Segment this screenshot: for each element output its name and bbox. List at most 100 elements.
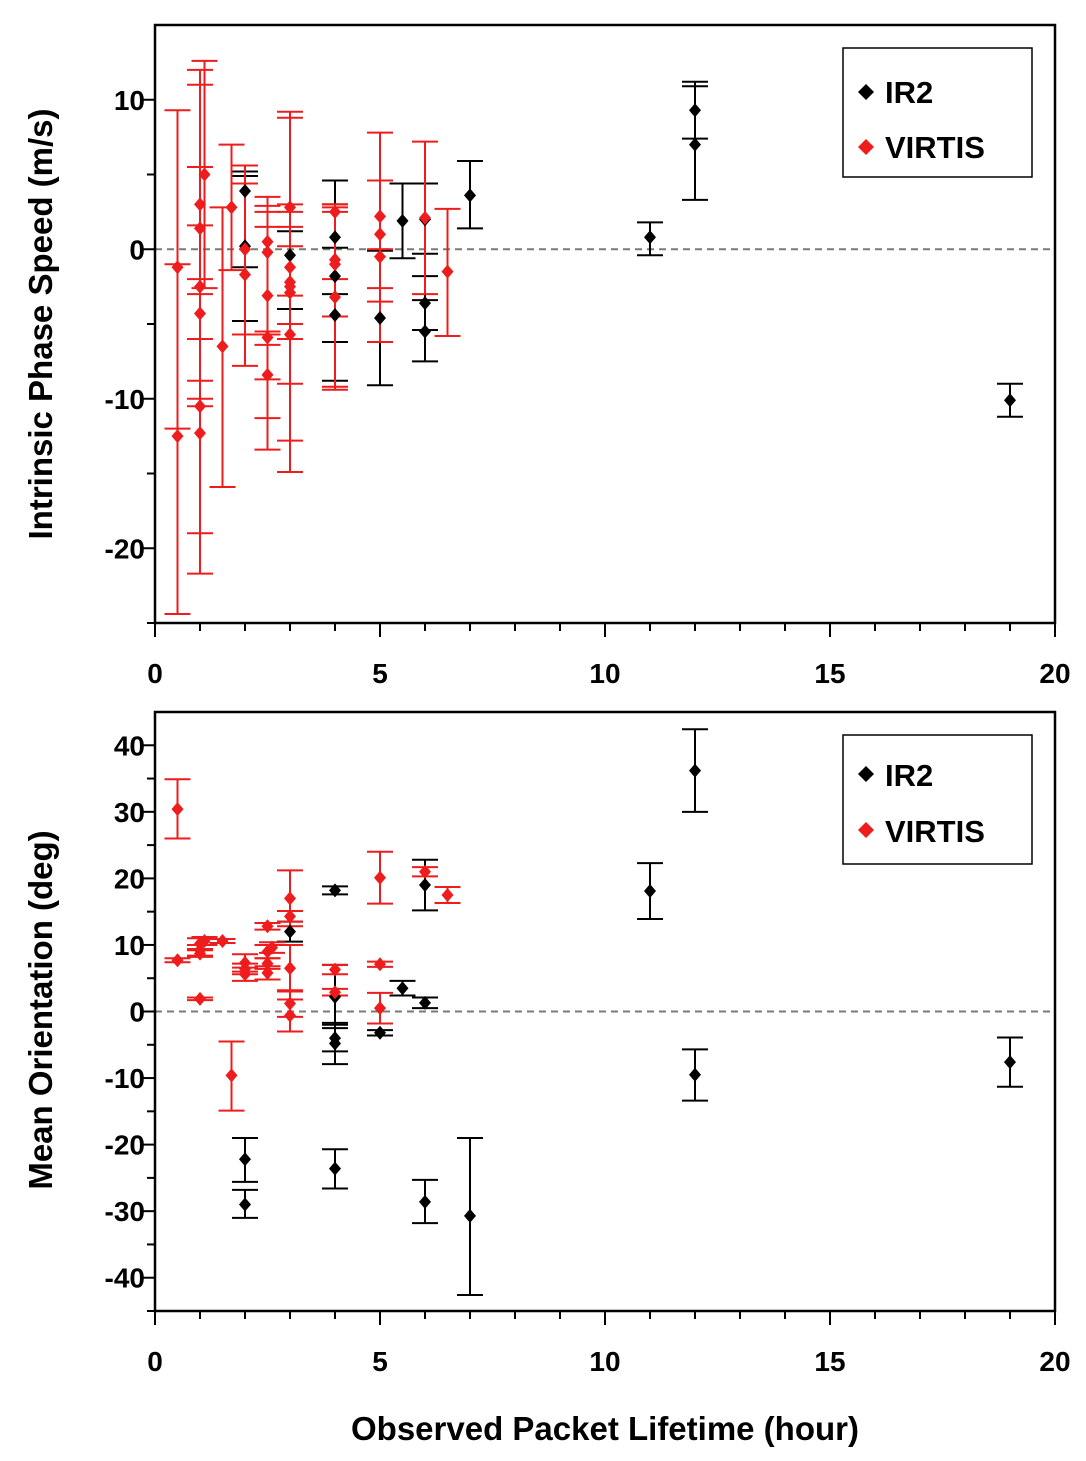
bottom-legend-ir2-label: IR2 [885,758,933,793]
bottom-virtis-point [198,933,211,948]
bottom-ir2-point [239,1152,251,1167]
x-axis-title: Observed Packet Lifetime (hour) [351,1410,859,1447]
top-ir2-point [689,103,701,118]
top-virtis-point [194,197,206,212]
top-tick-labels: 0 5 10 15 20 -20 -10 0 10 [105,85,1071,689]
top-x-tick-label: 10 [589,658,620,689]
top-legend: IR2 VIRTIS [842,47,1033,178]
top-x-tick-label: 5 [372,658,388,689]
top-virtis-point [329,290,341,305]
top-y-axis-title: Intrinsic Phase Speed (m/s) [22,109,59,540]
top-virtis-error-bar [367,248,393,343]
bottom-x-tick-label: 0 [147,1346,163,1377]
bottom-legend-virtis-label: VIRTIS [885,814,985,849]
top-y-tick-label: 10 [114,85,145,116]
top-virtis-point [239,267,251,282]
bottom-ir2-point [396,981,409,996]
bottom-y-tick-label: 20 [114,863,145,894]
top-virtis-point [441,264,454,279]
top-ir2-point [284,248,296,263]
top-y-tick-label: 0 [129,234,145,265]
top-virtis-point [225,200,238,215]
bottom-ir2-point [329,1036,341,1051]
bottom-virtis-point [261,965,274,980]
top-ir2-point [419,324,431,339]
bottom-x-tick-label: 15 [814,1346,845,1377]
top-virtis-point [261,234,274,249]
top-virtis-point [284,279,296,294]
top-ir2-point [329,269,341,284]
bottom-ir2-point [419,995,431,1010]
top-ir2-point [419,296,431,311]
top-virtis-point [284,327,296,342]
bottom-virtis-point [374,870,386,885]
bottom-y-tick-label: -30 [105,1196,145,1227]
bottom-virtis-point [216,933,229,948]
top-legend-virtis-marker [858,139,874,155]
bottom-virtis-point [239,967,251,982]
bottom-x-tick-label: 10 [589,1346,620,1377]
bottom-virtis-point [194,946,206,961]
top-plot-frame [153,23,1057,625]
bottom-ir2-point [644,884,656,899]
top-x-tick-label: 20 [1039,658,1070,689]
top-virtis-point [374,209,386,224]
bottom-ir2-point [329,883,341,898]
bottom-legend: IR2 VIRTIS [842,734,1033,865]
bottom-virtis-point [284,996,296,1011]
top-virtis-point [261,330,274,345]
bottom-y-tick-label: -20 [105,1130,145,1161]
top-y-tick-label: -10 [105,384,145,415]
bottom-y-axis-title: Mean Orientation (deg) [22,830,59,1189]
top-legend-ir2-marker [858,84,874,100]
top-virtis-point [374,249,386,264]
top-virtis-point [284,200,296,215]
bottom-axis-ticks [141,744,1056,1325]
bottom-plot-frame [153,710,1057,1313]
top-virtis-point [284,260,296,275]
top-virtis-point [194,221,206,236]
bottom-ir2-point [329,1161,341,1176]
top-virtis-point [329,257,341,272]
bottom-y-tick-label: 0 [129,997,145,1028]
bottom-ir2-point [689,1067,701,1082]
top-virtis-point [261,245,274,260]
bottom-y-tick-label: 10 [114,930,145,961]
bottom-ir2-point [284,924,296,939]
bottom-virtis-point [419,864,431,879]
top-virtis-point [374,227,386,242]
bottom-virtis-point [284,1008,296,1023]
top-ir2-point [329,308,341,323]
top-x-tick-label: 0 [147,658,163,689]
top-ir2-point [396,213,409,228]
bottom-ir2-point [239,1197,251,1212]
bottom-virtis-point [441,888,454,903]
bottom-x-tick-label: 5 [372,1346,388,1377]
bottom-ir2-point [464,1208,476,1223]
top-virtis-point [194,279,206,294]
bottom-virtis-point [261,919,274,934]
bottom-y-tick-label: 40 [114,730,145,761]
top-ir2-point [1004,393,1016,408]
bottom-virtis-point [171,802,184,817]
bottom-virtis-point [329,985,341,1000]
bottom-virtis-point [171,953,184,968]
top-x-tick-label: 15 [814,658,845,689]
bottom-virtis-point [261,956,274,971]
bottom-y-tick-label: -40 [105,1263,145,1294]
bottom-y-tick-label: 30 [114,797,145,828]
top-legend-box [842,47,1033,178]
bottom-virtis-point [329,962,341,977]
top-ir2-point [644,230,656,245]
bottom-virtis-point [284,961,296,976]
bottom-ir2-point [689,763,701,778]
top-virtis-point [216,339,229,354]
bottom-tick-labels: 0 5 10 15 20 -40 -30 -20 -10 0 10 20 30 40 [105,730,1071,1377]
top-ir2-point [464,188,476,203]
bottom-virtis-point [194,991,206,1006]
bottom-x-tick-label: 20 [1039,1346,1070,1377]
top-virtis-point [239,242,251,257]
bottom-virtis-point [374,957,386,972]
top-virtis-point [171,260,184,275]
